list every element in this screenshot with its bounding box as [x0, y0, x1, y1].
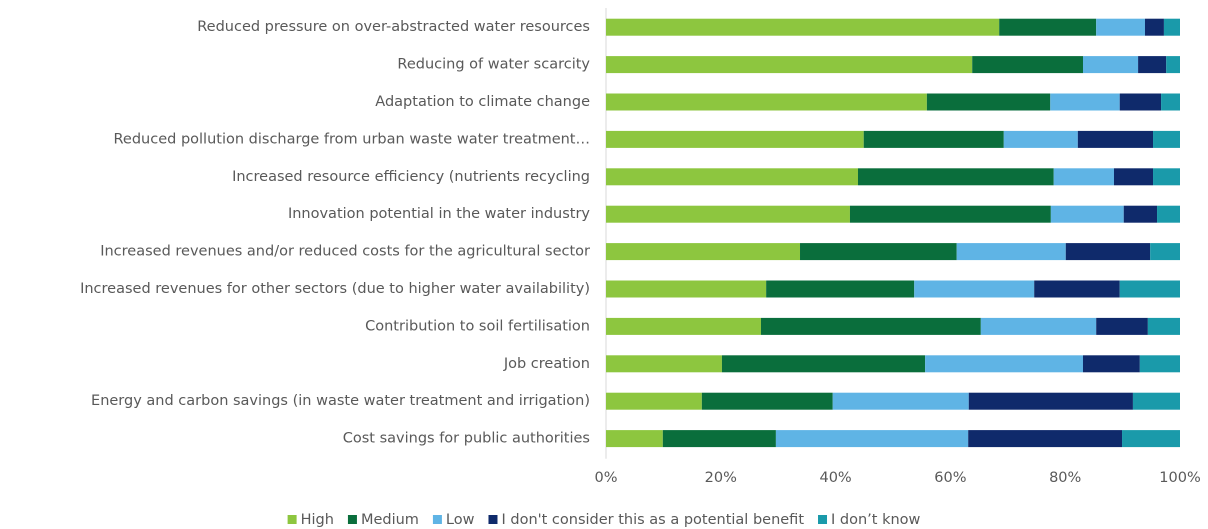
bar-segment: [606, 243, 801, 261]
x-tick-label: 60%: [934, 470, 966, 486]
bar-segment: [606, 168, 858, 186]
bar-segment: [1113, 168, 1154, 186]
bar-segment: [914, 280, 1035, 298]
bar-segment: [606, 355, 722, 373]
bar-segment: [606, 430, 663, 448]
bar-segment: [1139, 355, 1180, 373]
bar-segment: [926, 93, 1051, 111]
y-tick-label: Reduced pressure on over-abstracted wate…: [197, 19, 590, 35]
bar-segment: [1161, 93, 1180, 111]
legend-swatch: [432, 515, 442, 524]
legend-label: Medium: [361, 512, 419, 528]
x-tick-label: 100%: [1159, 470, 1200, 486]
y-tick-label: Job creation: [503, 356, 590, 372]
bar-segment: [1096, 18, 1145, 36]
bar-segment: [1119, 280, 1180, 298]
bar-segment: [1138, 56, 1167, 74]
bar-segment: [980, 317, 1097, 335]
bar-segment: [606, 56, 973, 74]
bar-segment: [849, 205, 1051, 223]
bar-segment: [1166, 56, 1180, 74]
bar-segment: [972, 56, 1083, 74]
y-tick-label: Adaptation to climate change: [375, 94, 590, 110]
y-tick-label: Cost savings for public authorities: [343, 431, 590, 447]
bar-segment: [1144, 18, 1164, 36]
bar-segment: [721, 355, 926, 373]
bar-segment: [1077, 130, 1154, 148]
bar-segment: [1050, 93, 1120, 111]
bar-segment: [800, 243, 957, 261]
bar-segment: [1157, 205, 1180, 223]
bar-segment: [956, 243, 1066, 261]
y-tick-label: Innovation potential in the water indust…: [288, 206, 590, 222]
bar-segment: [766, 280, 915, 298]
legend-swatch: [488, 515, 498, 524]
legend-swatch: [347, 515, 357, 524]
bar-segment: [1053, 168, 1114, 186]
bar-segment: [1119, 93, 1162, 111]
bar-segment: [760, 317, 981, 335]
bar-segment: [1123, 205, 1158, 223]
bar-segment: [1163, 18, 1180, 36]
x-tick-label: 40%: [819, 470, 851, 486]
bar-segment: [1153, 168, 1180, 186]
bar-segment: [701, 392, 833, 410]
x-tick-label: 20%: [705, 470, 737, 486]
bar-segment: [1050, 205, 1124, 223]
bar-segment: [662, 430, 776, 448]
bar-segment: [857, 168, 1054, 186]
bar-segment: [1003, 130, 1078, 148]
bar-segment: [606, 93, 927, 111]
legend-label: Low: [446, 512, 475, 528]
bar-segment: [832, 392, 969, 410]
bar-segment: [606, 205, 850, 223]
bar-segment: [606, 280, 767, 298]
bar-segment: [999, 18, 1097, 36]
bar-segment: [1096, 317, 1148, 335]
bar-segment: [968, 430, 1123, 448]
bar-segment: [606, 130, 864, 148]
bar-segment: [1147, 317, 1180, 335]
bar-segment: [1122, 430, 1180, 448]
legend-label: High: [301, 512, 334, 528]
bar-segment: [1153, 130, 1180, 148]
bar-segment: [1082, 56, 1139, 74]
bar-segment: [1034, 280, 1120, 298]
bar-segment: [1082, 355, 1140, 373]
bar-segment: [606, 317, 761, 335]
legend-swatch: [287, 515, 297, 524]
bar-segment: [925, 355, 1083, 373]
bar-segment: [1132, 392, 1180, 410]
bar-segment: [968, 392, 1133, 410]
y-tick-label: Reduced pollution discharge from urban w…: [114, 131, 591, 147]
x-tick-label: 0%: [594, 470, 617, 486]
bar-segment: [863, 130, 1004, 148]
bar-segment: [1065, 243, 1151, 261]
bar-segment: [606, 392, 702, 410]
y-tick-label: Increased revenues and/or reduced costs …: [100, 244, 590, 260]
y-tick-label: Energy and carbon savings (in waste wate…: [91, 393, 590, 409]
y-tick-label: Contribution to soil fertilisation: [365, 318, 590, 334]
x-tick-label: 80%: [1049, 470, 1081, 486]
legend-label: I don't consider this as a potential ben…: [501, 512, 804, 528]
legend-label: I don’t know: [831, 512, 921, 528]
y-tick-label: Increased revenues for other sectors (du…: [80, 281, 590, 297]
bar-segment: [606, 18, 1000, 36]
bar-segment: [1150, 243, 1180, 261]
bar-segment: [775, 430, 969, 448]
y-tick-label: Reducing of water scarcity: [397, 57, 590, 73]
legend-swatch: [818, 515, 828, 524]
y-tick-label: Increased resource efficiency (nutrients…: [232, 169, 590, 185]
